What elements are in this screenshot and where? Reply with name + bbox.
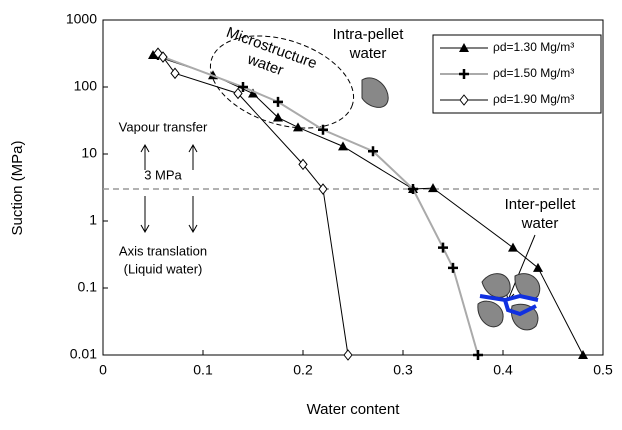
x-tick-label: 0.3 [393, 362, 413, 378]
marker [233, 87, 243, 100]
annotation: Axis translation [119, 243, 207, 258]
y-tick-label: 0.01 [70, 346, 97, 362]
marker [170, 67, 180, 80]
marker [408, 184, 418, 195]
x-axis-label: Water content [307, 401, 401, 418]
y-tick-label: 1 [89, 212, 97, 228]
plot-frame [102, 19, 604, 356]
annotation: Intra-pellet [333, 26, 405, 43]
marker [459, 69, 469, 79]
annotation: Inter-pellet [505, 196, 577, 213]
marker [533, 262, 543, 272]
marker [368, 146, 378, 157]
marker [318, 124, 328, 135]
marker [448, 262, 458, 273]
marker [459, 94, 469, 106]
marker [248, 88, 258, 98]
microstructure-ellipse [209, 35, 355, 129]
marker [298, 158, 308, 171]
annotation: Vapour transfer [119, 119, 208, 134]
legend-label: ρd=1.30 Mg/m³ [493, 40, 574, 54]
marker [473, 350, 483, 360]
marker [273, 112, 283, 122]
x-tick-label: 0 [99, 362, 107, 378]
x-tick-label: 0.4 [493, 362, 513, 378]
legend-label: ρd=1.90 Mg/m³ [493, 92, 574, 106]
y-tick-label: 10 [81, 145, 97, 161]
marker [343, 349, 353, 361]
y-tick-label: 100 [74, 78, 98, 94]
y-axis-label: Suction (MPa) [9, 140, 26, 235]
y-tick-label: 0.1 [78, 279, 98, 295]
marker [238, 82, 248, 92]
annotation: water [521, 215, 559, 232]
annotation: (Liquid water) [124, 261, 203, 276]
marker [318, 183, 328, 195]
marker [153, 47, 163, 59]
y-tick-label: 1000 [66, 11, 97, 27]
reference-label: 3 MPa [144, 167, 182, 182]
arrows [140, 143, 536, 301]
x-tick-label: 0.2 [293, 362, 313, 378]
marker [508, 242, 518, 252]
series-line [157, 52, 349, 356]
marker [158, 51, 168, 63]
pellet-icon [361, 77, 389, 108]
marker [438, 242, 448, 253]
marker [428, 183, 438, 193]
marker [273, 96, 283, 107]
series-line [157, 54, 479, 356]
marker [338, 141, 348, 151]
legend-label: ρd=1.50 Mg/m³ [493, 66, 574, 80]
x-tick-label: 0.5 [593, 362, 613, 378]
annotation: water [349, 45, 387, 62]
marker [459, 43, 469, 52]
pellets-icon [477, 273, 541, 331]
x-tick-label: 0.1 [193, 362, 213, 378]
marker [293, 122, 303, 132]
marker [578, 350, 588, 359]
